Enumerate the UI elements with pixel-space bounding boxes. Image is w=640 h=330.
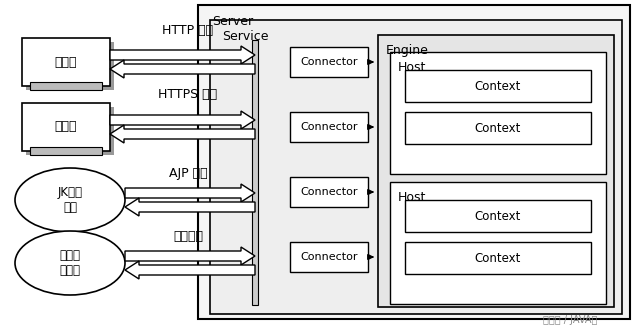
Bar xyxy=(22,38,110,86)
Polygon shape xyxy=(125,247,255,265)
Bar xyxy=(30,147,102,155)
Text: 浏览器: 浏览器 xyxy=(55,55,77,69)
Polygon shape xyxy=(125,198,255,216)
Bar xyxy=(210,20,622,314)
Bar xyxy=(22,103,110,151)
Polygon shape xyxy=(110,60,255,78)
Ellipse shape xyxy=(15,168,125,232)
Text: Host: Host xyxy=(398,191,426,204)
Text: 头条号 / JAVA馆: 头条号 / JAVA馆 xyxy=(543,315,597,325)
Bar xyxy=(290,47,368,77)
Text: AJP 协议: AJP 协议 xyxy=(169,167,207,180)
Polygon shape xyxy=(110,46,255,64)
Polygon shape xyxy=(110,111,255,129)
Ellipse shape xyxy=(15,231,125,295)
Text: Context: Context xyxy=(475,251,521,265)
Text: Host: Host xyxy=(398,61,426,74)
Text: Service: Service xyxy=(222,30,269,43)
Bar xyxy=(198,5,630,319)
Text: Connector: Connector xyxy=(300,252,358,262)
Text: Server: Server xyxy=(212,15,253,28)
Bar xyxy=(290,242,368,272)
Text: Context: Context xyxy=(475,80,521,92)
Text: Context: Context xyxy=(475,121,521,135)
Polygon shape xyxy=(110,125,255,143)
Bar xyxy=(252,40,258,305)
Bar xyxy=(405,70,591,102)
Bar xyxy=(26,42,114,90)
Text: Engine: Engine xyxy=(386,44,429,57)
Text: 浏览器: 浏览器 xyxy=(55,120,77,134)
Polygon shape xyxy=(125,261,255,279)
Text: HTTPS 协议: HTTPS 协议 xyxy=(159,88,218,102)
Bar xyxy=(290,112,368,142)
Text: 其他协议: 其他协议 xyxy=(173,230,203,244)
Bar xyxy=(405,200,591,232)
Bar xyxy=(30,82,102,90)
Bar xyxy=(405,112,591,144)
Bar xyxy=(390,52,606,174)
Polygon shape xyxy=(125,184,255,202)
Bar xyxy=(26,107,114,155)
Bar xyxy=(405,242,591,274)
Text: JK连接
程序: JK连接 程序 xyxy=(58,186,83,214)
Text: Connector: Connector xyxy=(300,57,358,67)
Bar xyxy=(390,182,606,304)
Text: Connector: Connector xyxy=(300,187,358,197)
Text: HTTP 协议: HTTP 协议 xyxy=(163,23,214,37)
Bar xyxy=(290,177,368,207)
Text: Connector: Connector xyxy=(300,122,358,132)
Text: 其他连
接程序: 其他连 接程序 xyxy=(60,249,81,277)
Bar xyxy=(378,35,614,307)
Text: Context: Context xyxy=(475,210,521,222)
